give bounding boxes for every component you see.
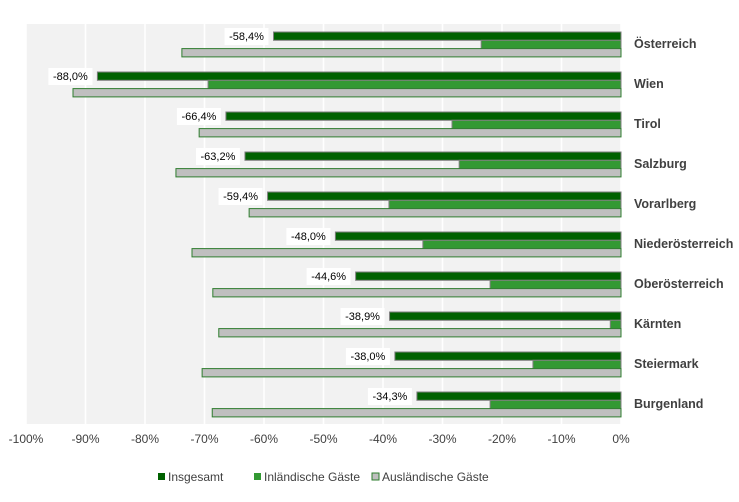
category-label: Kärnten (634, 317, 681, 331)
legend-label: Insgesamt (168, 470, 224, 484)
data-label: -34,3% (372, 391, 407, 403)
data-label-box (48, 68, 93, 85)
bar-insgesamt (416, 391, 622, 401)
category-label: Oberösterreich (634, 277, 724, 291)
bar-insgesamt (267, 191, 622, 201)
category-label: Burgenland (634, 397, 703, 411)
category-label: Salzburg (634, 157, 687, 171)
data-label-box (367, 388, 412, 405)
x-tick-label: -20% (488, 432, 516, 446)
data-label-box (176, 108, 221, 125)
bar-ausl-ndische-g-ste (212, 288, 622, 298)
bar-insgesamt (334, 231, 622, 241)
data-label: -38,0% (350, 351, 385, 363)
x-tick-label: -60% (250, 432, 278, 446)
bar-ausl-ndische-g-ste (248, 208, 622, 218)
bar-ausl-ndische-g-ste (198, 128, 622, 138)
bar-insgesamt (225, 111, 622, 121)
x-tick-label: -80% (131, 432, 159, 446)
bar-inl-ndische-g-ste (609, 319, 622, 330)
bar-inl-ndische-g-ste (451, 119, 622, 130)
data-label-box (306, 268, 351, 285)
x-tick-label: -30% (428, 432, 456, 446)
bar-ausl-ndische-g-ste (181, 48, 622, 58)
bar-inl-ndische-g-ste (489, 279, 622, 290)
x-tick-label: 0% (612, 432, 630, 446)
x-tick-label: -70% (190, 432, 218, 446)
legend-label: Ausländische Gäste (382, 470, 489, 484)
bar-inl-ndische-g-ste (480, 39, 622, 50)
category-label: Österreich (634, 36, 697, 51)
x-tick-label: -40% (369, 432, 397, 446)
bar-ausl-ndische-g-ste (211, 408, 622, 418)
x-tick-label: -90% (71, 432, 99, 446)
bar-insgesamt (394, 351, 622, 361)
data-label: -44,6% (311, 271, 346, 283)
bar-inl-ndische-g-ste (207, 79, 622, 90)
category-label: Tirol (634, 117, 661, 131)
legend-swatch (254, 473, 261, 480)
category-label: Wien (634, 77, 664, 91)
x-tick-label: -100% (9, 432, 44, 446)
category-label: Niederösterreich (634, 237, 733, 251)
legend-label: Inländische Gäste (264, 470, 360, 484)
bar-insgesamt (389, 311, 622, 321)
legend-swatch (158, 473, 165, 480)
data-label-box (224, 28, 269, 45)
bar-ausl-ndische-g-ste (201, 368, 622, 378)
data-label: -48,0% (291, 231, 326, 243)
bar-inl-ndische-g-ste (532, 359, 622, 370)
bar-ausl-ndische-g-ste (72, 88, 622, 98)
bar-insgesamt (244, 151, 622, 161)
category-label: Vorarlberg (634, 197, 696, 211)
data-label-box (340, 308, 385, 325)
data-label-box (195, 148, 240, 165)
x-tick-label: -50% (309, 432, 337, 446)
bar-inl-ndische-g-ste (422, 239, 622, 250)
data-label: -58,4% (229, 31, 264, 43)
bar-inl-ndische-g-ste (458, 159, 622, 170)
category-label: Steiermark (634, 357, 699, 371)
bar-inl-ndische-g-ste (489, 399, 622, 410)
data-label: -59,4% (223, 191, 258, 203)
data-label: -63,2% (201, 151, 236, 163)
bar-ausl-ndische-g-ste (175, 168, 622, 178)
data-label: -66,4% (181, 111, 216, 123)
bar-insgesamt (273, 31, 622, 41)
bar-inl-ndische-g-ste (388, 199, 622, 210)
bar-insgesamt (355, 271, 622, 281)
data-label-box (286, 228, 331, 245)
data-label-box (345, 348, 390, 365)
bar-insgesamt (96, 71, 622, 81)
x-tick-label: -10% (547, 432, 575, 446)
data-label: -88,0% (53, 71, 88, 83)
bar-ausl-ndische-g-ste (218, 328, 622, 338)
data-label: -38,9% (345, 311, 380, 323)
legend-swatch (371, 472, 380, 481)
bar-ausl-ndische-g-ste (191, 248, 622, 258)
data-label-box (218, 188, 263, 205)
